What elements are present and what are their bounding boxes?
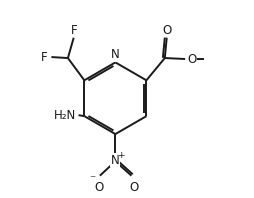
Text: H₂N: H₂N xyxy=(54,109,77,122)
Text: ⁻: ⁻ xyxy=(89,173,95,186)
Text: N: N xyxy=(111,49,120,61)
Text: N: N xyxy=(111,154,120,167)
Text: O: O xyxy=(187,52,196,66)
Text: O: O xyxy=(162,24,171,37)
Text: F: F xyxy=(41,50,47,64)
Text: O: O xyxy=(129,181,138,193)
Text: +: + xyxy=(117,151,124,160)
Text: O: O xyxy=(94,181,104,193)
Text: F: F xyxy=(70,24,77,37)
